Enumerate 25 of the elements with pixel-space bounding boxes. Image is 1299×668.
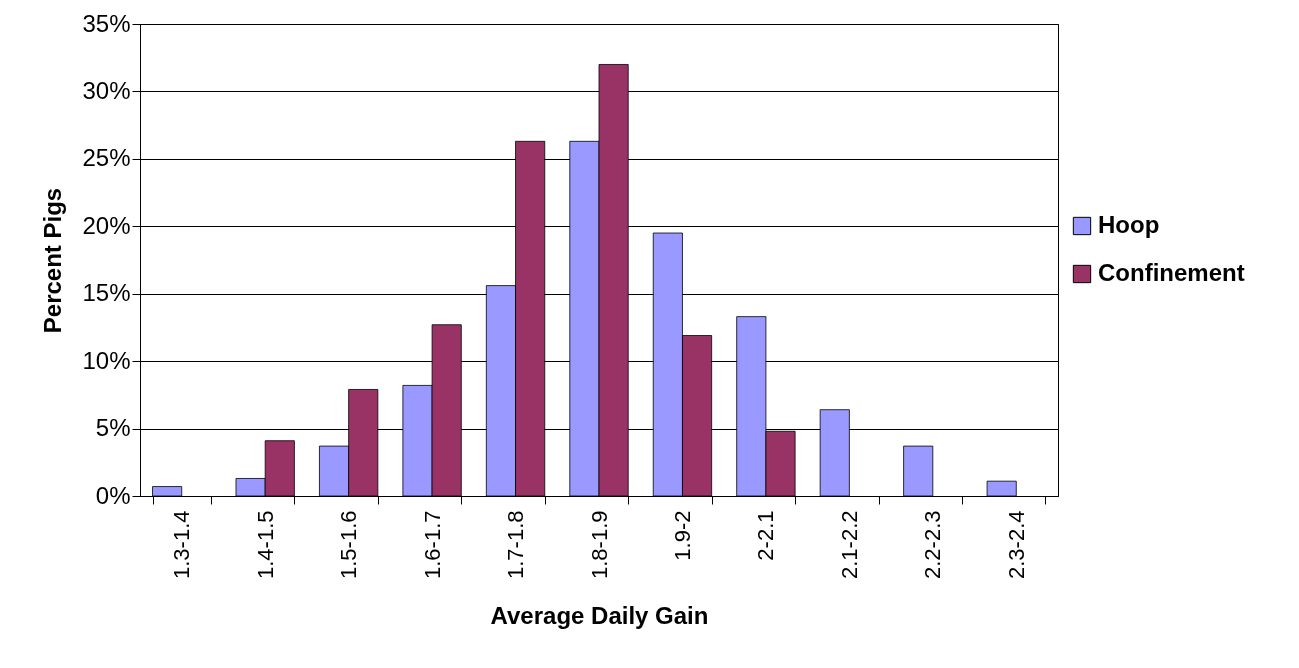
legend-label: Confinement xyxy=(1098,259,1245,286)
y-tick-label: 0% xyxy=(95,481,131,509)
bar xyxy=(903,445,934,497)
x-tick-label: 1.9-2 xyxy=(669,510,695,561)
legend-label: Hoop xyxy=(1098,211,1160,238)
y-axis-title: Percent Pigs xyxy=(39,187,67,334)
x-tick-label: 2.3-2.4 xyxy=(1003,510,1029,579)
x-tick-label: 1.4-1.5 xyxy=(252,510,278,579)
y-tick-label: 35% xyxy=(82,9,131,37)
y-tick-label: 10% xyxy=(82,346,131,374)
y-tick-label: 15% xyxy=(82,279,131,307)
bar xyxy=(986,480,1017,497)
x-tick-label: 1.5-1.6 xyxy=(336,510,362,579)
x-tick-label: 1.6-1.7 xyxy=(419,510,445,579)
x-tick-label: 2.1-2.2 xyxy=(836,510,862,579)
x-tick-label: 1.3-1.4 xyxy=(169,510,195,579)
x-tick-label: 1.7-1.8 xyxy=(503,510,529,579)
y-tick-label: 30% xyxy=(82,76,131,104)
y-tick-label: 25% xyxy=(82,144,131,172)
x-tick-label: 2-2.1 xyxy=(753,510,779,561)
x-tick-label: 2.2-2.3 xyxy=(920,510,946,579)
y-tick-label: 5% xyxy=(95,414,131,442)
x-axis-title: Average Daily Gain xyxy=(490,601,709,629)
x-tick-label: 1.8-1.9 xyxy=(586,510,612,579)
y-tick-label: 20% xyxy=(82,211,131,239)
